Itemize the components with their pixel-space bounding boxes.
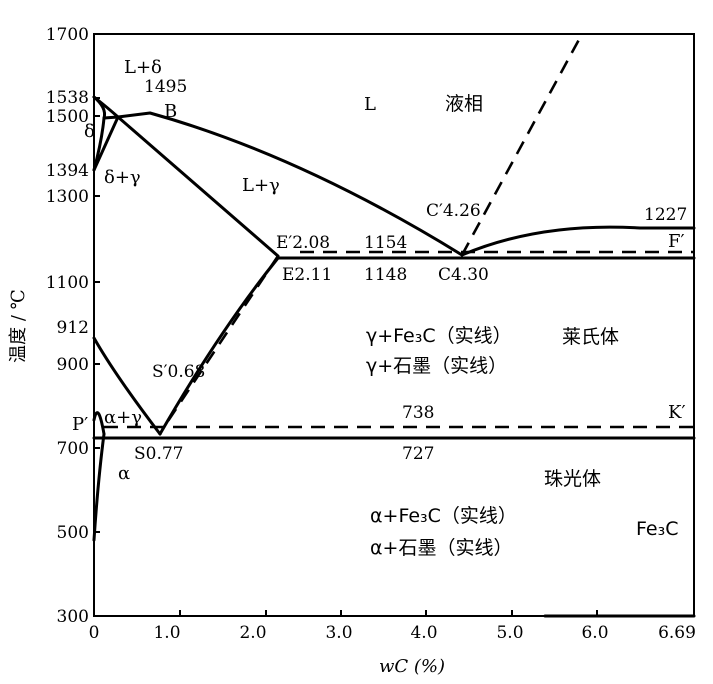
label-1148: 1148: [364, 265, 407, 285]
label-pearlite: 珠光体: [544, 468, 601, 490]
label-alpha-gamma: α+γ: [104, 407, 142, 428]
label-s-prime: S′0.68: [152, 362, 205, 382]
label-l-delta: L+δ: [124, 57, 162, 78]
y-tick-700: 700: [57, 439, 89, 459]
graphite-liquidus-dashed: [460, 33, 584, 256]
label-gamma-fe3c: γ+Fe₃C（实线）: [366, 325, 512, 347]
x-axis-title: wC (%): [379, 656, 445, 677]
label-e: E2.11: [282, 265, 332, 285]
label-liquid-cn: 液相: [445, 93, 483, 115]
label-s: S0.77: [134, 444, 184, 464]
y-tick-1394: 1394: [46, 161, 89, 181]
delta-gamma-left: [92, 115, 120, 172]
label-alpha: α: [118, 463, 130, 484]
liquidus-abc: [92, 95, 464, 257]
label-gamma-graphite: γ+石墨（实线）: [366, 355, 507, 377]
y-axis-title: 温度 / ℃: [8, 289, 29, 363]
label-delta-gamma: δ+γ: [104, 167, 141, 188]
graphite-acm-dashed: [160, 255, 280, 431]
y-tick-900: 900: [57, 355, 89, 375]
label-ledeburite: 莱氏体: [562, 326, 619, 348]
x-tick-3: 3.0: [325, 623, 352, 643]
a3-line-gs: [92, 336, 162, 436]
y-tick-1300: 1300: [46, 187, 89, 207]
x-tick-0: 0: [89, 623, 100, 643]
label-l-gamma: L+γ: [242, 175, 280, 196]
label-alpha-fe3c: α+Fe₃C（实线）: [370, 505, 517, 527]
y-tick-1100: 1100: [46, 273, 89, 293]
solidus-je: [116, 115, 280, 258]
y-axis-ticks: [94, 97, 100, 533]
x-tick-669: 6.69: [658, 623, 696, 643]
label-k-prime: K′: [668, 402, 686, 423]
alpha-gamma-left: [92, 411, 106, 436]
label-c: C4.30: [438, 265, 489, 285]
label-1154: 1154: [364, 233, 407, 253]
label-727: 727: [402, 444, 434, 464]
x-tick-2: 2.0: [239, 623, 266, 643]
label-f-prime: F′: [668, 231, 685, 252]
y-tick-1700: 1700: [46, 25, 89, 45]
alpha-solvus: [92, 432, 106, 542]
y-tick-300: 300: [57, 607, 89, 627]
plot-frame: [93, 33, 695, 617]
label-delta: δ: [84, 121, 95, 142]
y-tick-1538: 1538: [46, 88, 89, 108]
x-tick-4: 4.0: [410, 623, 437, 643]
y-tick-1500: 1500: [46, 107, 89, 127]
label-fe3c: Fe₃C: [636, 518, 678, 540]
label-alpha-graphite: α+石墨（实线）: [370, 537, 512, 559]
x-tick-6: 6.0: [581, 623, 608, 643]
label-p-prime: P′: [72, 414, 88, 435]
label-liquid: L: [364, 94, 376, 115]
label-e-prime: E′2.08: [276, 233, 330, 253]
x-tick-1: 1.0: [153, 623, 180, 643]
label-point-b: B: [164, 101, 177, 122]
x-tick-5: 5.0: [496, 623, 523, 643]
label-738: 738: [402, 403, 434, 423]
delta-gamma-inner: [92, 116, 106, 172]
y-tick-500: 500: [57, 523, 89, 543]
liquidus-cd: [460, 225, 696, 257]
label-c-prime: C′4.26: [426, 201, 481, 221]
y-tick-912: 912: [57, 318, 89, 338]
label-1495: 1495: [144, 77, 187, 97]
label-1227: 1227: [644, 205, 687, 225]
